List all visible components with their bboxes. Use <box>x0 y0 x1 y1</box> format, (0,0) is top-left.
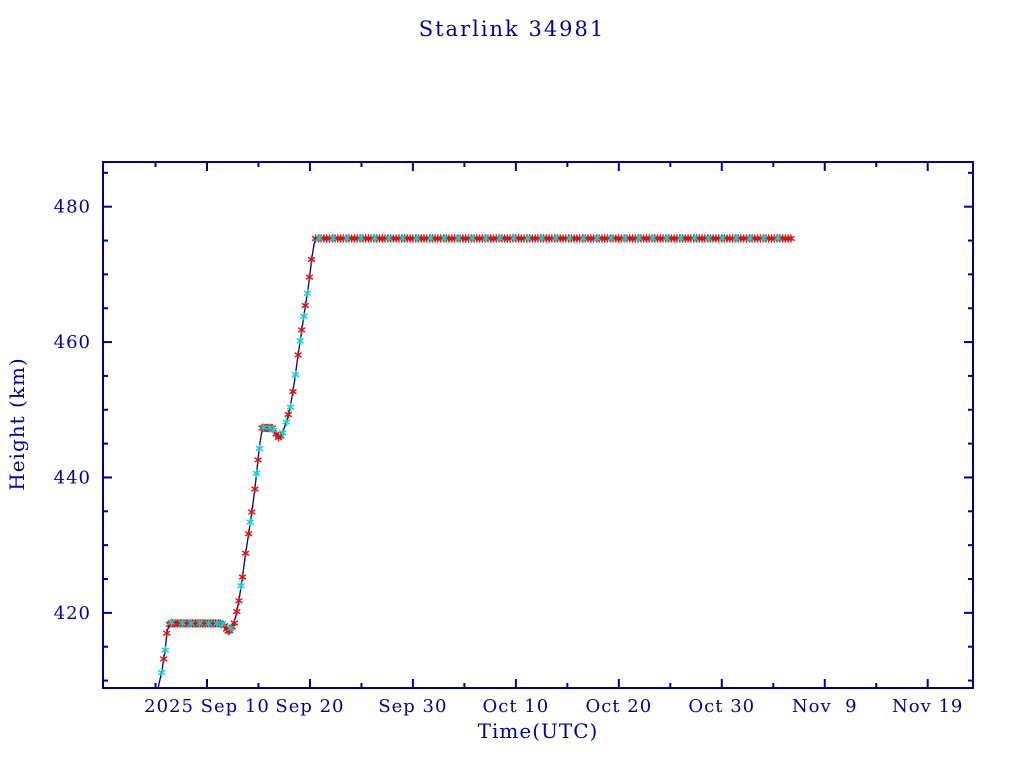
x-tick-label: Nov 9 <box>792 696 858 717</box>
height-line <box>157 237 792 687</box>
x-tick-label: 2025 Sep 10 <box>144 696 270 717</box>
cyan-data-markers <box>158 234 782 677</box>
y-axis-label: Height (km) <box>5 357 29 491</box>
axis-ticks <box>103 162 973 688</box>
x-axis-label: Time(UTC) <box>477 719 599 743</box>
y-tick-label: 460 <box>54 332 91 353</box>
chart-title: Starlink 34981 <box>418 17 606 41</box>
x-tick-label: Oct 30 <box>688 696 755 717</box>
y-tick-label: 480 <box>54 197 91 218</box>
x-tick-label: Oct 10 <box>483 696 550 717</box>
x-tick-label: Sep 30 <box>378 696 447 717</box>
x-tick-label: Oct 20 <box>585 696 652 717</box>
y-tick-label: 440 <box>54 467 91 488</box>
plot-frame <box>102 161 974 689</box>
x-tick-label: Sep 20 <box>275 696 344 717</box>
red-data-markers <box>160 234 795 664</box>
x-tick-label: Nov 19 <box>892 696 963 717</box>
y-tick-label: 420 <box>54 603 91 624</box>
